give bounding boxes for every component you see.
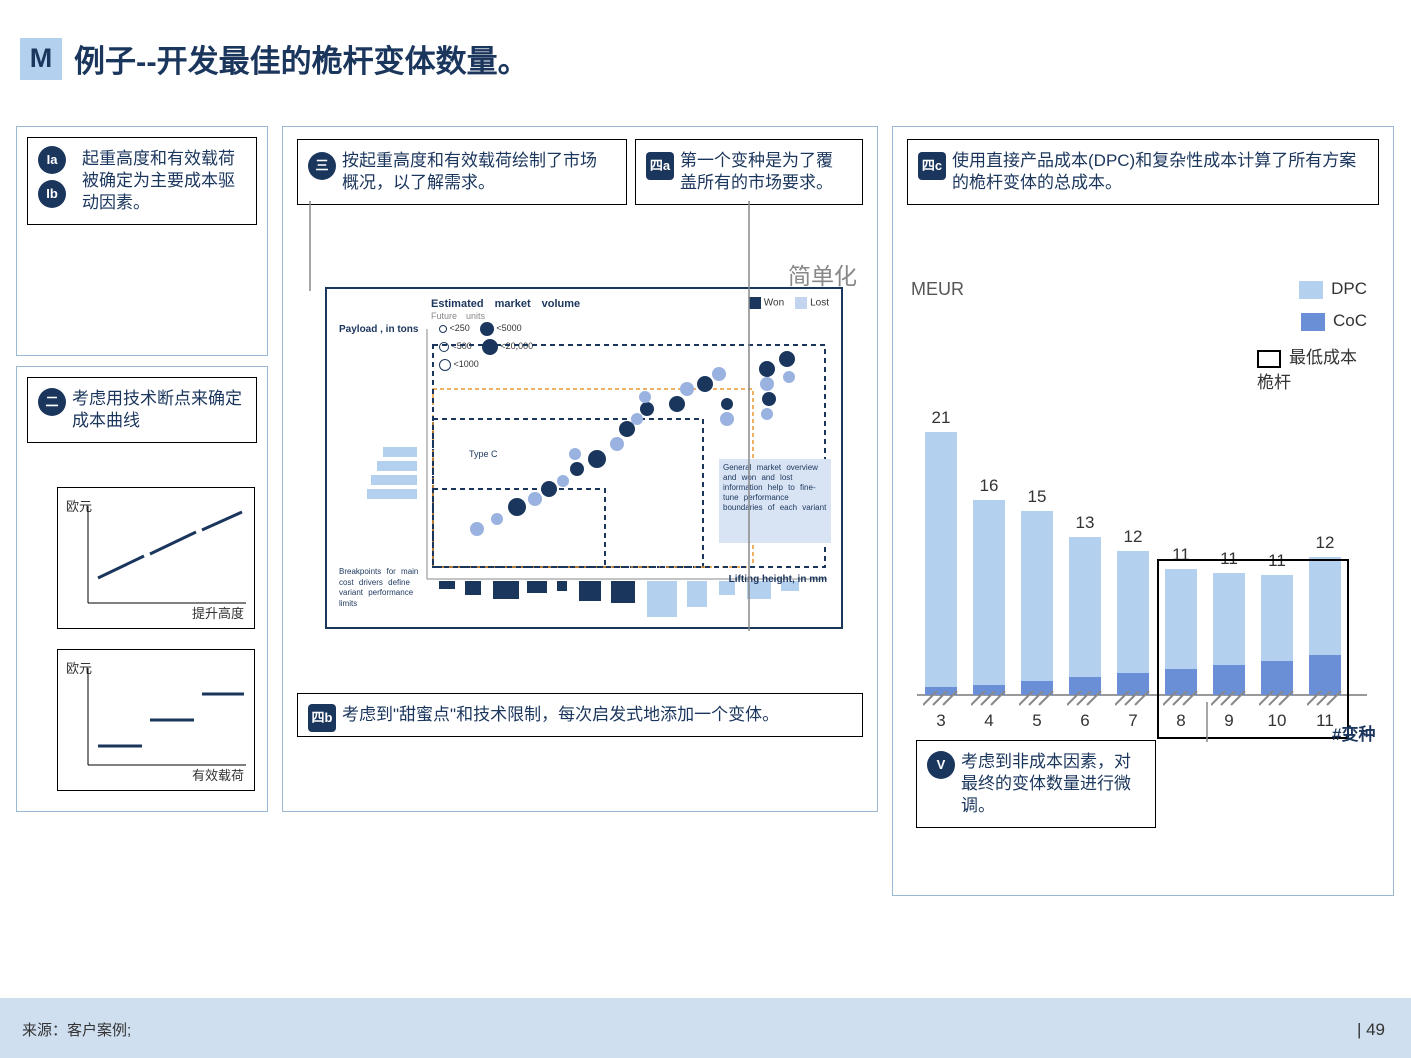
panel-cost-drivers: Ia Ib 起重高度和有效载荷被确定为主要成本驱动因素。 (16, 126, 268, 356)
callout-4a: 四a 第一个变种是为了覆盖所有的市场要求。 (635, 139, 863, 205)
bar-x-6: 6 (1065, 711, 1105, 731)
callout-three: 三 按起重高度和有效载荷绘制了市场概况，以了解需求。 (297, 139, 627, 205)
bar-7 (1117, 551, 1149, 695)
bar-3 (925, 432, 957, 695)
footer-page: | 49 (1357, 1020, 1385, 1040)
badge-two: 二 (38, 388, 66, 416)
badge-Ia: Ia (38, 146, 66, 174)
bar-x-7: 7 (1113, 711, 1153, 731)
hatch-4 (971, 685, 1007, 711)
connector-three (305, 201, 315, 291)
mini-chart-payload: 欧元 有效载荷 (57, 649, 255, 791)
callout-4c: 四c 使用直接产品成本(DPC)和复杂性成本计算了所有方案的桅杆变体的总成本。 (907, 139, 1379, 205)
type-label: Type C (469, 449, 498, 459)
callout-three-text: 按起重高度和有效载荷绘制了市场概况，以了解需求。 (342, 151, 597, 192)
bar-val-3: 21 (921, 408, 961, 428)
callout-two: 二 考虑用技术断点来确定成本曲线 (27, 377, 257, 443)
connector-4a (743, 201, 803, 641)
badge-4a: 四a (646, 152, 674, 180)
callout-two-text: 考虑用技术断点来确定成本曲线 (72, 389, 242, 430)
footer-bar: 来源：客户案例; | 49 (0, 998, 1411, 1058)
slide-title: 例子--开发最佳的桅杆变体数量。 (74, 36, 529, 81)
bar-val-4: 16 (969, 476, 1009, 496)
callout-4c-text: 使用直接产品成本(DPC)和复杂性成本计算了所有方案的桅杆变体的总成本。 (952, 151, 1356, 192)
connector-V (1202, 702, 1212, 742)
badge-4b: 四b (308, 704, 336, 732)
bar-val-11: 12 (1305, 533, 1345, 553)
hatch-5 (1019, 685, 1055, 711)
callout-Ia: Ia Ib 起重高度和有效载荷被确定为主要成本驱动因素。 (27, 137, 257, 225)
badge-4c: 四c (918, 152, 946, 180)
hatch-6 (1067, 685, 1103, 711)
badge-three: 三 (308, 152, 336, 180)
bar-6 (1069, 537, 1101, 695)
bar-4 (973, 500, 1005, 695)
bar-chart: 21316415513612711811911101211 (907, 275, 1379, 755)
slide-title-row: M 例子--开发最佳的桅杆变体数量。 (20, 36, 529, 81)
m-badge: M (20, 38, 62, 80)
footer-source: 来源：客户案例; (22, 1019, 131, 1040)
mini2-svg (58, 650, 256, 792)
mini1-svg (58, 488, 256, 630)
panel-breakpoints: 二 考虑用技术断点来确定成本曲线 欧元 提升高度 欧元 有效载荷 (16, 366, 268, 812)
callout-Ia-text: 起重高度和有效载荷被确定为主要成本驱动因素。 (82, 149, 235, 212)
bar-val-5: 15 (1017, 487, 1057, 507)
hatch-7 (1115, 685, 1151, 711)
min-cost-box (1157, 559, 1349, 739)
bar-val-7: 12 (1113, 527, 1153, 547)
bar-5 (1021, 511, 1053, 695)
hatch-3 (923, 685, 959, 711)
bar-val-6: 13 (1065, 513, 1105, 533)
scatter-note1: Breakpoints for main cost drivers define… (339, 567, 429, 609)
badge-Ib: Ib (38, 180, 66, 208)
bar-x-4: 4 (969, 711, 1009, 731)
variant-axis-label: #变种 (1332, 720, 1375, 745)
callout-V: V 考虑到非成本因素，对最终的变体数量进行微调。 (916, 740, 1156, 828)
mini-chart-lift: 欧元 提升高度 (57, 487, 255, 629)
badge-V: V (927, 751, 955, 779)
bar-x-3: 3 (921, 711, 961, 731)
bar-x-5: 5 (1017, 711, 1057, 731)
callout-4b-text: 考虑到"甜蜜点"和技术限制，每次启发式地添加一个变体。 (342, 705, 779, 724)
callout-4b: 四b 考虑到"甜蜜点"和技术限制，每次启发式地添加一个变体。 (297, 693, 863, 737)
panel-market-scatter: 三 按起重高度和有效载荷绘制了市场概况，以了解需求。 四a 第一个变种是为了覆盖… (282, 126, 878, 812)
callout-V-text: 考虑到非成本因素，对最终的变体数量进行微调。 (961, 752, 1131, 815)
callout-4a-text: 第一个变种是为了覆盖所有的市场要求。 (680, 151, 833, 192)
